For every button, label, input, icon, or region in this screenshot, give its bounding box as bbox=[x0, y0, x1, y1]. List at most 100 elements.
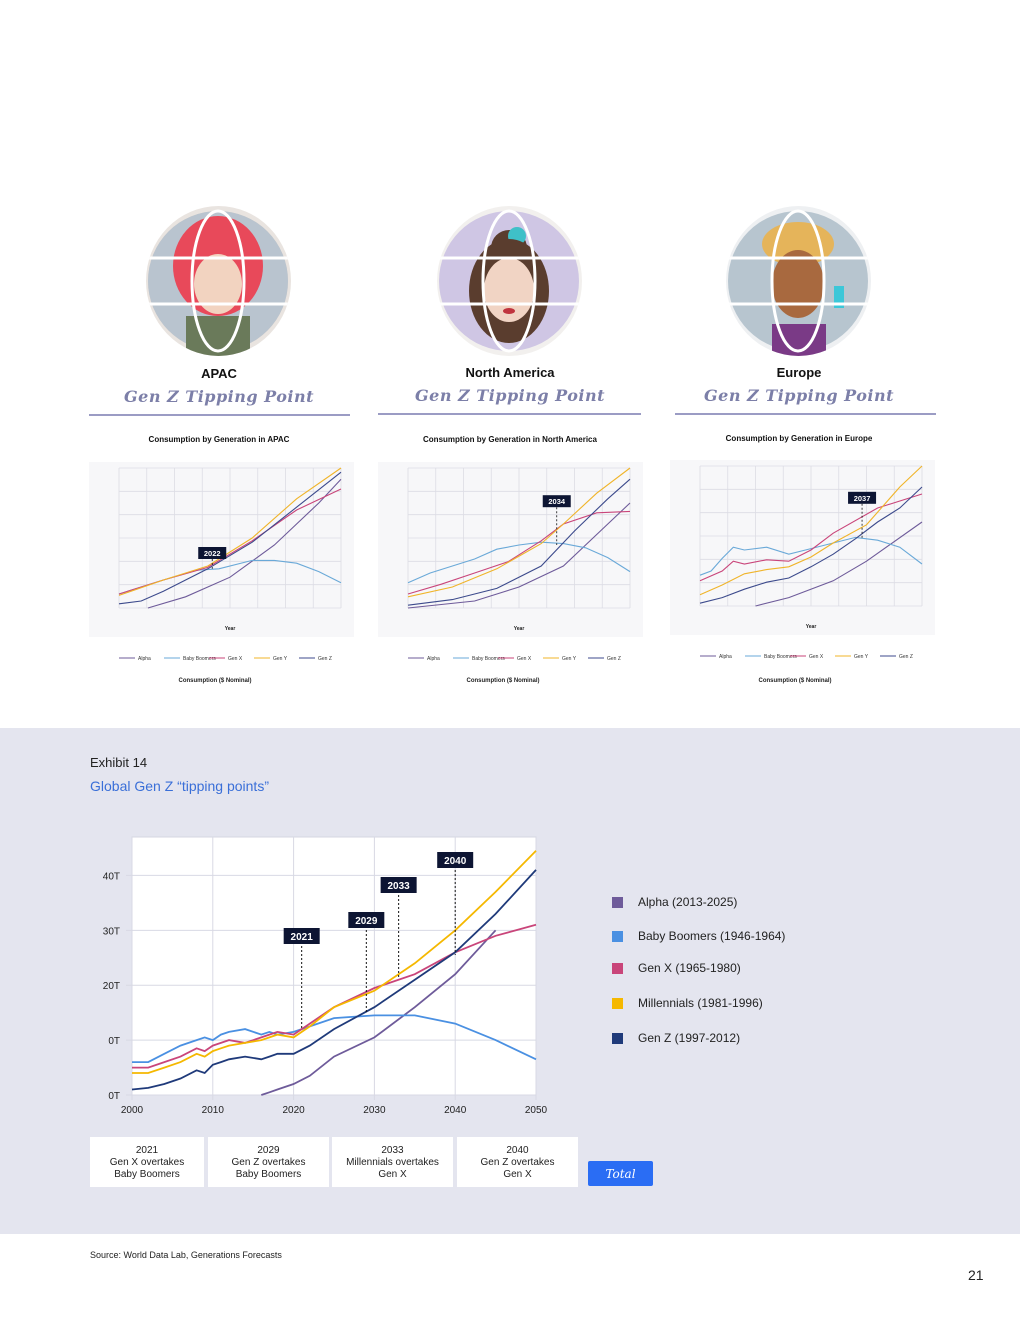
source-note: Source: World Data Lab, Generations Fore… bbox=[90, 1250, 282, 1260]
annotation-label: 2021 bbox=[291, 932, 314, 943]
series-line bbox=[132, 850, 537, 1074]
event-line: Baby Boomers bbox=[114, 1169, 180, 1180]
mini-legend-label: Alpha bbox=[719, 654, 732, 660]
x-tick-label: 2010 bbox=[202, 1105, 225, 1116]
apac-chart-footer: Consumption ($ Nominal) bbox=[178, 678, 252, 684]
x-tick-label: 2030 bbox=[363, 1105, 386, 1116]
mini-x-axis-label: Year bbox=[514, 626, 525, 632]
mini-legend-label: Gen Z bbox=[899, 654, 913, 660]
event-line: Baby Boomers bbox=[235, 1169, 302, 1180]
mini-legend-label: Alpha bbox=[138, 656, 151, 662]
legend-swatch bbox=[612, 896, 623, 908]
x-tick-label: 2000 bbox=[121, 1105, 144, 1116]
europe-mini-chart: 2037 Year Alpha Baby Boomers Gen X Gen Y Gen Z bbox=[670, 460, 935, 660]
total-button[interactable]: Total bbox=[588, 1161, 653, 1186]
north-america-divider bbox=[378, 413, 641, 415]
event-box-2021: 2021 Gen X overtakes Baby Boomers bbox=[90, 1137, 204, 1187]
event-line: Gen Z overtakes bbox=[231, 1157, 306, 1168]
mini-legend-label: Baby Boomers bbox=[472, 656, 505, 662]
event-year: 2033 bbox=[381, 1145, 404, 1156]
legend-label: Gen Z (1997-2012) bbox=[638, 1031, 741, 1045]
event-box-2029: 2029 Gen Z overtakes Baby Boomers bbox=[208, 1137, 329, 1187]
mini-series-line bbox=[407, 467, 631, 598]
annotation-label: 2040 bbox=[444, 856, 467, 867]
europe-region-name: Europe bbox=[776, 365, 822, 380]
mini-series-line bbox=[699, 486, 923, 604]
x-tick-label: 2040 bbox=[444, 1105, 467, 1116]
mini-legend-label: Gen Y bbox=[273, 656, 288, 662]
x-tick-label: 2020 bbox=[282, 1105, 305, 1116]
mini-chart-bg bbox=[670, 460, 935, 635]
mini-series-line bbox=[118, 467, 342, 596]
apac-mini-chart: 2022 Year Alpha Baby Boomers Gen X Gen Y Gen Z bbox=[89, 462, 354, 662]
mini-annotation-box bbox=[542, 495, 571, 508]
europe-tipping-subtitle: Gen Z Tipping Point bbox=[704, 386, 894, 405]
legend-swatch bbox=[612, 930, 623, 942]
legend-item-millennials: Millennials (1981-1996) bbox=[612, 995, 763, 1011]
event-line: Gen Z overtakes bbox=[480, 1157, 555, 1168]
event-year: 2040 bbox=[506, 1145, 529, 1156]
legend-label: Millennials (1981-1996) bbox=[638, 996, 763, 1010]
north-america-tipping-subtitle: Gen Z Tipping Point bbox=[415, 386, 605, 405]
event-year: 2021 bbox=[135, 1145, 159, 1156]
legend-swatch bbox=[612, 997, 623, 1009]
mini-annotation-label: 2037 bbox=[854, 494, 871, 503]
mini-series-line bbox=[118, 471, 342, 605]
mini-legend-label: Gen X bbox=[809, 654, 824, 660]
mini-series-line bbox=[699, 465, 923, 596]
event-line: Gen X bbox=[378, 1169, 407, 1180]
exhibit-title: Global Gen Z “tipping points” bbox=[90, 778, 269, 794]
annotation-box bbox=[380, 877, 417, 893]
series-line bbox=[261, 929, 497, 1096]
mini-series-line bbox=[699, 493, 923, 582]
page-number: 21 bbox=[968, 1267, 984, 1283]
annotation-box bbox=[283, 928, 320, 944]
legend-item-baby-boomers: Baby Boomers (1946-1964) bbox=[612, 928, 785, 944]
annotation-label: 2029 bbox=[355, 916, 378, 927]
series-line bbox=[131, 869, 537, 1091]
mini-annotation-label: 2022 bbox=[204, 549, 221, 558]
legend-label: Gen X (1965-1980) bbox=[638, 961, 741, 975]
legend-label: Baby Boomers (1946-1964) bbox=[638, 929, 786, 943]
apac-chart-title: Consumption by Generation in APAC bbox=[148, 435, 290, 444]
legend-swatch bbox=[612, 962, 623, 974]
mini-series-line bbox=[407, 541, 631, 584]
apac-tipping-subtitle: Gen Z Tipping Point bbox=[124, 387, 314, 406]
x-tick-label: 2050 bbox=[525, 1105, 548, 1116]
event-box-2040: 2040 Gen Z overtakes Gen X bbox=[457, 1137, 578, 1187]
apac-divider bbox=[89, 414, 350, 416]
mini-legend-label: Alpha bbox=[427, 656, 440, 662]
annotation-box bbox=[437, 852, 474, 868]
legend-item-gen-z: Gen Z (1997-2012) bbox=[612, 1030, 740, 1046]
mini-x-axis-label: Year bbox=[806, 624, 817, 630]
apac-region-name: APAC bbox=[201, 366, 237, 381]
north-america-chart-footer: Consumption ($ Nominal) bbox=[466, 678, 540, 684]
mini-series-line bbox=[407, 478, 631, 606]
mini-legend-label: Gen Z bbox=[607, 656, 621, 662]
north-america-globe-portrait bbox=[437, 206, 582, 356]
mini-legend-label: Gen X bbox=[228, 656, 243, 662]
europe-globe-portrait bbox=[726, 206, 871, 356]
mini-annotation-box bbox=[198, 547, 227, 559]
legend-item-alpha: Alpha (2013-2025) bbox=[612, 894, 737, 910]
mini-series-line bbox=[699, 536, 923, 576]
mini-series-line bbox=[407, 502, 631, 609]
event-box-2033: 2033 Millennials overtakes Gen X bbox=[332, 1137, 453, 1187]
event-line: Millennials overtakes bbox=[346, 1157, 439, 1168]
y-tick-label: 40T bbox=[103, 871, 120, 882]
mini-series-line bbox=[755, 521, 923, 607]
apac-globe-portrait bbox=[146, 206, 291, 356]
mini-legend-label: Gen Z bbox=[318, 656, 332, 662]
mini-legend-label: Baby Boomers bbox=[183, 656, 216, 662]
europe-divider bbox=[675, 413, 936, 415]
mini-annotation-label: 2034 bbox=[548, 497, 566, 506]
mini-legend-label: Gen X bbox=[517, 656, 532, 662]
event-line: Gen X overtakes bbox=[109, 1157, 185, 1168]
legend-label: Alpha (2013-2025) bbox=[638, 895, 738, 909]
y-tick-label: 20T bbox=[103, 981, 120, 992]
legend-swatch bbox=[612, 1032, 623, 1044]
event-line: Gen X bbox=[503, 1169, 532, 1180]
north-america-mini-chart: 2034 Year Alpha Baby Boomers Gen X Gen Y Gen Z bbox=[378, 462, 643, 662]
annotation-box bbox=[348, 912, 385, 928]
europe-chart-footer: Consumption ($ Nominal) bbox=[758, 678, 832, 684]
